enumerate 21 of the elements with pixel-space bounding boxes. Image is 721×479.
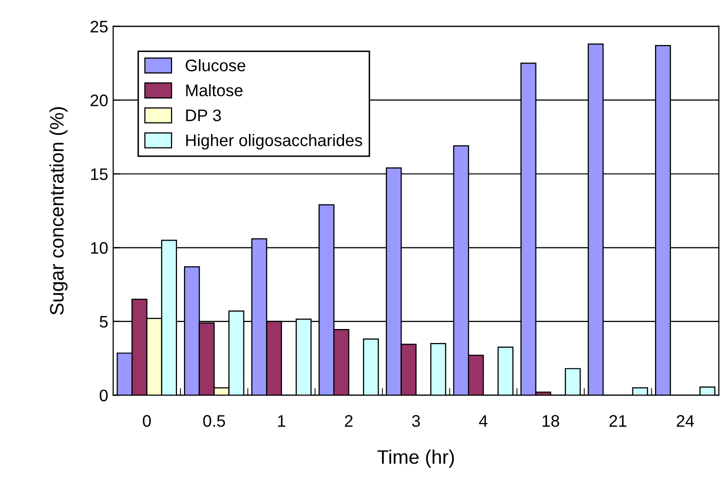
x-tick-label: 18	[542, 415, 560, 427]
legend-label: DP 3	[186, 109, 221, 122]
legend-label: Higher oligosaccharides	[186, 134, 362, 150]
x-tick-label: 24	[676, 415, 694, 427]
y-tick-label: 20	[90, 94, 108, 106]
x-tick-label: 0.5	[203, 415, 226, 427]
legend-label: Glucose	[186, 59, 246, 72]
x-tick-label: 4	[479, 415, 488, 427]
x-axis-title: Time (hr)	[377, 450, 454, 468]
x-tick-label: 3	[412, 415, 420, 427]
x-tick-label: 2	[344, 415, 353, 427]
x-tick-label: 21	[609, 415, 626, 427]
legend-label: Maltose	[186, 84, 242, 96]
y-tick-label: 5	[100, 316, 108, 328]
x-tick-label: 0	[142, 415, 151, 427]
y-axis-title: Sugar concentration (%)	[49, 107, 68, 315]
y-tick-label: 15	[91, 168, 108, 180]
y-tick-label: 0	[100, 390, 108, 402]
y-tick-label: 25	[90, 20, 108, 33]
x-tick-label: 1	[278, 415, 286, 427]
y-tick-label: 10	[91, 242, 108, 254]
